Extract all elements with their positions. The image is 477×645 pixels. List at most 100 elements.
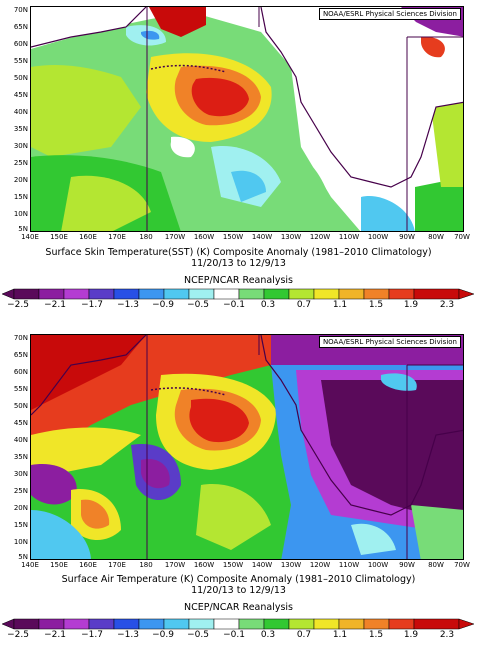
sst-map-graphic xyxy=(31,7,463,231)
lat-label: 50N xyxy=(13,74,28,82)
colorbar-label: 0.7 xyxy=(296,630,312,640)
colorbar-label: 1.5 xyxy=(368,630,384,640)
map-date-range: 11/20/13 to 12/9/13 xyxy=(191,258,286,269)
lat-label: 25N xyxy=(13,159,28,167)
lat-label: 50N xyxy=(13,402,28,410)
lat-label: 35N xyxy=(13,453,28,461)
colorbar-graphic xyxy=(1,618,475,630)
lat-label: 30N xyxy=(13,142,28,150)
lat-label: 15N xyxy=(13,521,28,529)
lon-label: 90W xyxy=(399,561,415,569)
lat-label: 35N xyxy=(13,125,28,133)
lon-label: 140E xyxy=(21,561,39,569)
lon-label: 130W xyxy=(280,561,302,569)
lat-label: 60N xyxy=(13,40,28,48)
lon-label: 120W xyxy=(309,561,331,569)
lat-label: 5N xyxy=(18,553,28,561)
colorbar-label: 2.3 xyxy=(439,630,455,640)
lon-label: 140W xyxy=(251,233,273,241)
colorbar-label: 1.5 xyxy=(368,300,384,310)
lon-label: 180 xyxy=(139,561,153,569)
lon-label: 160E xyxy=(79,561,97,569)
colorbar-graphic xyxy=(1,288,475,300)
colorbar-label: −0.1 xyxy=(223,300,245,310)
lon-label: 160E xyxy=(79,233,97,241)
lon-label: 140E xyxy=(21,233,39,241)
colorbar-label: 1.1 xyxy=(332,630,348,640)
colorbar-label: −1.7 xyxy=(81,630,103,640)
sst-anomaly-map: NOAA/ESRL Physical Sciences Division xyxy=(30,6,464,232)
lat-label: 10N xyxy=(13,538,28,546)
air-temp-map-graphic xyxy=(31,335,463,559)
map-credit: NOAA/ESRL Physical Sciences Division xyxy=(318,8,461,20)
lon-label: 170W xyxy=(164,233,186,241)
sst-anomaly-panel: NOAA/ESRL Physical Sciences Division 70N… xyxy=(0,0,477,322)
lat-label: 65N xyxy=(13,23,28,31)
lat-label: 10N xyxy=(13,210,28,218)
colorbar-label: 1.9 xyxy=(403,630,419,640)
map-title: Surface Air Temperature (K) Composite An… xyxy=(61,574,416,585)
map-source: NCEP/NCAR Reanalysis xyxy=(183,275,293,286)
colorbar-label: 0.3 xyxy=(260,300,276,310)
air-temp-anomaly-map: NOAA/ESRL Physical Sciences Division xyxy=(30,334,464,560)
colorbar-label: 2.3 xyxy=(439,300,455,310)
lon-label: 110W xyxy=(338,561,360,569)
lon-label: 180 xyxy=(139,233,153,241)
colorbar-label: −0.9 xyxy=(152,300,174,310)
lat-label: 65N xyxy=(13,351,28,359)
colorbar-label: −1.7 xyxy=(81,300,103,310)
colorbar-label: 0.3 xyxy=(260,630,276,640)
colorbar-label: −2.1 xyxy=(44,630,66,640)
lat-label: 70N xyxy=(13,6,28,14)
lon-label: 140W xyxy=(251,561,273,569)
lon-label: 170E xyxy=(108,561,126,569)
colorbar-label: −2.5 xyxy=(7,630,29,640)
lat-label: 55N xyxy=(13,57,28,65)
lon-label: 150E xyxy=(50,561,68,569)
lon-label: 120W xyxy=(309,233,331,241)
lat-label: 40N xyxy=(13,108,28,116)
lat-label: 15N xyxy=(13,193,28,201)
lat-label: 60N xyxy=(13,368,28,376)
lon-label: 160W xyxy=(193,561,215,569)
lat-label: 45N xyxy=(13,419,28,427)
lat-label: 25N xyxy=(13,487,28,495)
lat-label: 20N xyxy=(13,504,28,512)
lat-label: 5N xyxy=(18,225,28,233)
lon-label: 100W xyxy=(367,561,389,569)
colorbar-label: 1.9 xyxy=(403,300,419,310)
lon-label: 150W xyxy=(222,233,244,241)
lon-label: 170W xyxy=(164,561,186,569)
colorbar-label: −0.5 xyxy=(187,300,209,310)
lon-label: 160W xyxy=(193,233,215,241)
colorbar-label: 1.1 xyxy=(332,300,348,310)
lat-label: 45N xyxy=(13,91,28,99)
colorbar-label: 0.7 xyxy=(296,300,312,310)
lat-label: 70N xyxy=(13,334,28,342)
lon-label: 80W xyxy=(428,561,444,569)
colorbar-label: −0.5 xyxy=(187,630,209,640)
map-title: Surface Skin Temperature(SST) (K) Compos… xyxy=(45,247,432,258)
lon-label: 90W xyxy=(399,233,415,241)
lon-label: 100W xyxy=(367,233,389,241)
map-date-range: 11/20/13 to 12/9/13 xyxy=(191,585,286,596)
colorbar-label: −2.5 xyxy=(7,300,29,310)
colorbar: −2.5 −2.1 −1.7 −1.3 −0.9 −0.5 −0.1 0.3 0… xyxy=(0,288,477,310)
lon-label: 150W xyxy=(222,561,244,569)
colorbar-label: −0.1 xyxy=(223,630,245,640)
lon-label: 130W xyxy=(280,233,302,241)
colorbar-label: −1.3 xyxy=(117,630,139,640)
colorbar-label: −1.3 xyxy=(117,300,139,310)
lon-label: 150E xyxy=(50,233,68,241)
lat-label: 40N xyxy=(13,436,28,444)
colorbar-label: −0.9 xyxy=(152,630,174,640)
lon-label: 70W xyxy=(454,561,470,569)
map-credit: NOAA/ESRL Physical Sciences Division xyxy=(318,336,461,348)
air-temp-anomaly-panel: NOAA/ESRL Physical Sciences Division 70N… xyxy=(0,322,477,645)
lat-label: 30N xyxy=(13,470,28,478)
lat-label: 55N xyxy=(13,385,28,393)
lon-label: 80W xyxy=(428,233,444,241)
colorbar: −2.5 −2.1 −1.7 −1.3 −0.9 −0.5 −0.1 0.3 0… xyxy=(0,618,477,640)
map-source: NCEP/NCAR Reanalysis xyxy=(183,602,293,613)
lat-label: 20N xyxy=(13,176,28,184)
